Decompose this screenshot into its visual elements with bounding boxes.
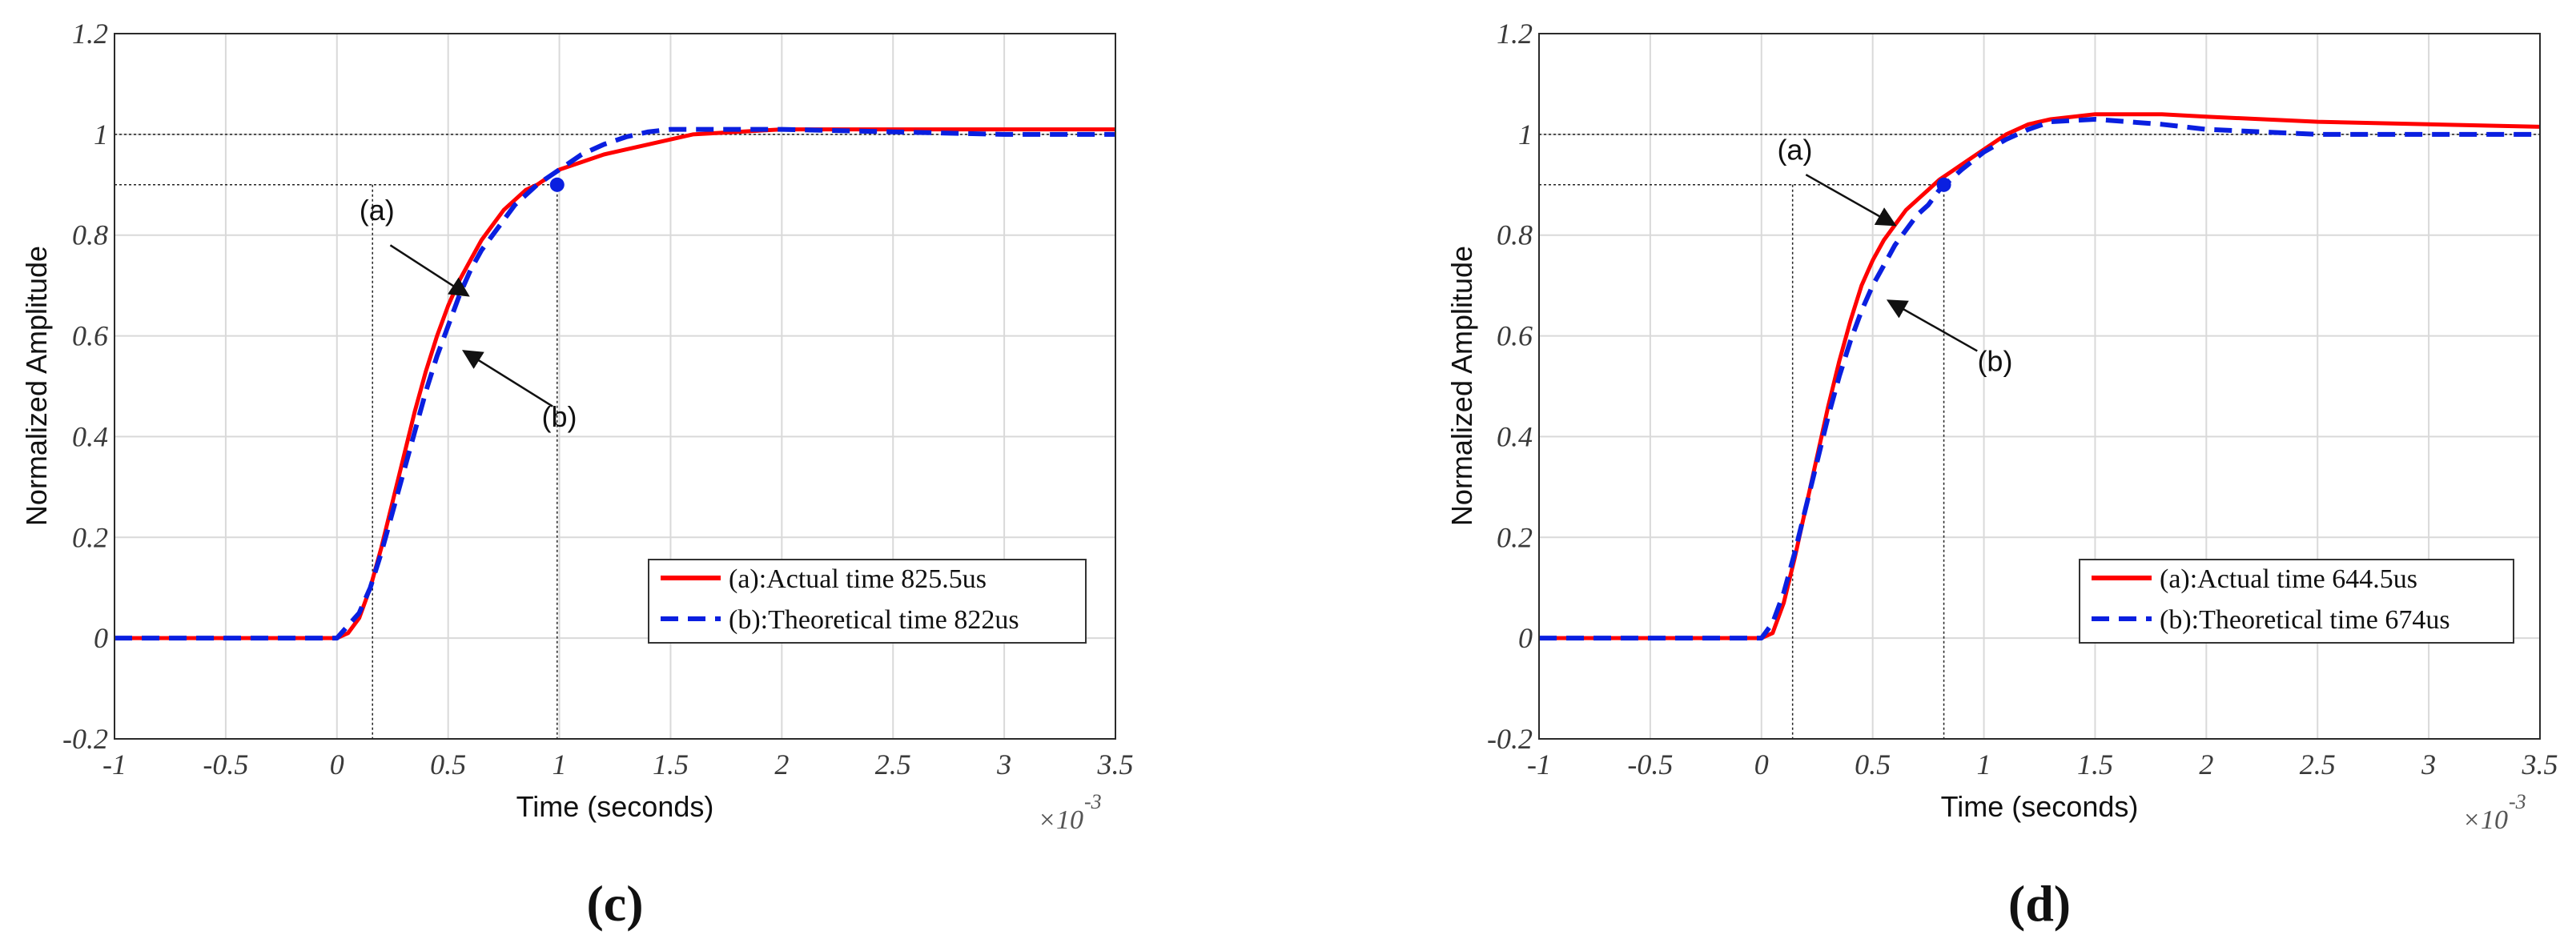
annotations: (a) (b): [1777, 133, 2012, 377]
plot-frame: [114, 33, 1116, 740]
guide-lines: [1539, 134, 2540, 739]
annotations: (a) (b): [360, 194, 577, 433]
x-axis-label: Time (seconds): [516, 790, 714, 823]
legend-entry-theoretical: (b):Theoretical time 674us: [2160, 605, 2450, 635]
annotation-label: (a): [360, 194, 395, 227]
legend-entry-theoretical: (b):Theoretical time 822us: [729, 605, 1019, 635]
y-tick-labels: -0.2 0 0.2 0.4 0.6 0.8 1 1.2: [62, 18, 108, 755]
x-tick-label: 0: [1754, 748, 1769, 780]
y-tick-labels: -0.2 0 0.2 0.4 0.6 0.8 1 1.2: [1487, 18, 1533, 755]
y-tick-label: 0: [1518, 622, 1533, 654]
chart-d: (a) (b) -1 -0.5 0 0.5 1 1.5 2 2.5 3 3.5 -0.2 0 0.2 0.…: [1445, 18, 2558, 932]
x-tick-labels: -1 -0.5 0 0.5 1 1.5 2 2.5 3 3.5: [102, 748, 1134, 780]
y-tick-label: 1.2: [1497, 18, 1533, 50]
x-tick-label: 2: [774, 748, 789, 780]
x-tick-label: 1: [553, 748, 567, 780]
x-axis-label: Time (seconds): [1941, 790, 2139, 823]
series-theoretical-line: [1539, 117, 2540, 641]
annotation-label: (b): [542, 400, 577, 433]
y-tick-label: 0: [94, 622, 108, 654]
legend: (a):Actual time 825.5us (b):Theoretical …: [648, 559, 1087, 644]
x-tick-label: -0.5: [1627, 748, 1673, 780]
x-tick-label: 3.5: [1097, 748, 1134, 780]
annotation-arrow: [1886, 299, 1978, 352]
x-tick-labels: -1 -0.5 0 0.5 1 1.5 2 2.5 3 3.5: [1527, 748, 2558, 780]
y-tick-label: 0.2: [72, 521, 108, 553]
y-tick-label: 0.6: [1497, 320, 1533, 352]
y-axis-label: Normalized Amplitude: [20, 246, 53, 526]
x-tick-label: 1: [1977, 748, 1991, 780]
x-tick-label: 1.5: [653, 748, 689, 780]
y-tick-label: 0.8: [1497, 219, 1533, 251]
y-axis-label: Normalized Amplitude: [1445, 246, 1478, 526]
x-tick-label: 0.5: [1855, 748, 1891, 780]
ninety-percent-markers: [1936, 177, 1951, 192]
y-tick-label: 0.2: [1497, 521, 1533, 553]
legend: (a):Actual time 644.5us (b):Theoretical …: [2079, 559, 2514, 644]
y-tick-label: 1: [1518, 118, 1533, 150]
annotation-arrow: [1805, 174, 1897, 227]
y-tick-label: 1: [94, 118, 108, 150]
plot-frame: [1538, 33, 2541, 740]
legend-box: [648, 559, 1087, 644]
ninety-percent-marker: [1936, 177, 1951, 192]
y-tick-label: -0.2: [62, 723, 108, 755]
guide-lines: [115, 134, 1115, 739]
legend-box: [2079, 559, 2514, 644]
x-exponent-power: -3: [2509, 790, 2526, 813]
legend-entry-actual: (a):Actual time 825.5us: [729, 564, 987, 594]
annotation-arrow: [389, 244, 470, 297]
x-exponent-power: -3: [1084, 790, 1102, 813]
y-tick-label: 1.2: [72, 18, 108, 50]
x-tick-label: 2.5: [875, 748, 911, 780]
annotation-label: (b): [1977, 345, 2012, 378]
y-tick-label: 0.4: [1497, 420, 1533, 452]
x-tick-label: 1.5: [2077, 748, 2113, 780]
panel-label: (c): [586, 875, 643, 932]
ninety-percent-markers: [549, 177, 565, 192]
x-tick-label: 3.5: [2522, 748, 2558, 780]
x-exponent-base: ×10: [2462, 805, 2508, 835]
y-tick-label: 0.6: [72, 320, 108, 352]
x-tick-label: 3: [2421, 748, 2436, 780]
x-tick-label: -0.5: [203, 748, 248, 780]
x-exponent-base: ×10: [1038, 805, 1083, 835]
y-tick-label: -0.2: [1487, 723, 1533, 755]
x-tick-label: 0: [330, 748, 344, 780]
x-tick-label: -1: [102, 748, 127, 780]
series-lines: [1539, 112, 2541, 641]
x-tick-label: 0.5: [430, 748, 466, 780]
x-tick-label: 3: [996, 748, 1011, 780]
x-tick-label: 2.5: [2300, 748, 2336, 780]
ninety-percent-marker: [549, 177, 565, 192]
annotation-arrow: [461, 350, 553, 407]
y-tick-label: 0.8: [72, 219, 108, 251]
x-tick-label: 2: [2199, 748, 2213, 780]
chart-c: (a) (b) -1 -0.5 0 0.5 1 1.5 2 2.5 3 3.5 -0.2 0 0.2 0.…: [20, 18, 1134, 932]
series-lines: [115, 126, 1115, 641]
panel-label: (d): [2008, 875, 2071, 932]
x-tick-label: -1: [1527, 748, 1551, 780]
annotation-label: (a): [1777, 133, 1812, 166]
y-tick-label: 0.4: [72, 420, 108, 452]
legend-entry-actual: (a):Actual time 644.5us: [2160, 564, 2417, 594]
series-theoretical-line: [115, 126, 1115, 641]
